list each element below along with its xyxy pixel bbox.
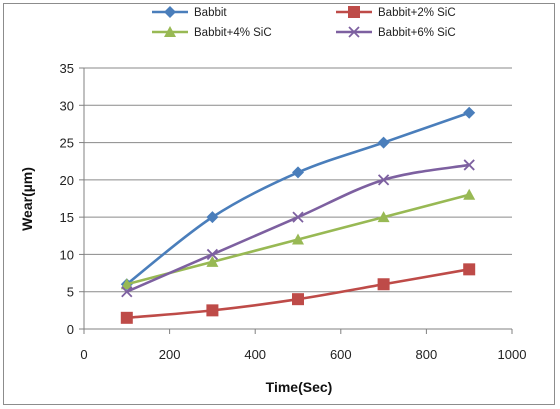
- data-point-babbit-6-sic-1: [206, 248, 219, 261]
- y-tick-label-6: 30: [60, 98, 74, 113]
- legend-marker-babbit: [164, 6, 176, 18]
- series-babbit: [120, 106, 476, 291]
- x-tick-label-3: 600: [330, 347, 352, 362]
- y-tick-label-3: 15: [60, 210, 74, 225]
- axes: [79, 67, 513, 334]
- legend-label-babbit-2-sic: Babbit+2% SiC: [378, 7, 456, 19]
- x-tick-label-5: 1000: [498, 347, 527, 362]
- legend-label-babbit: Babbit: [194, 7, 227, 19]
- legend-label-babbit-6-sic: Babbit+6% SiC: [378, 27, 456, 39]
- data-point-babbit-6-sic-4: [463, 159, 475, 171]
- y-tick-label-5: 25: [60, 136, 74, 151]
- y-axis-title: Wear(µm): [19, 167, 35, 231]
- x-tick-label-2: 400: [244, 347, 266, 362]
- data-point-babbit-4-sic-1: [206, 255, 219, 267]
- data-point-babbit-2: [292, 166, 304, 179]
- series-line-babbit-6-sic: [126, 163, 470, 293]
- y-tick-label-4: 20: [60, 173, 74, 188]
- y-tick-label-1: 5: [67, 285, 74, 300]
- legend: Babbit Babbit+2% SiC Babbit+4% SiC Babbit+6…: [152, 6, 456, 39]
- y-tick-label-7: 35: [60, 61, 74, 76]
- data-point-babbit-4-sic-0: [120, 278, 133, 290]
- y-tick-label-2: 10: [60, 247, 74, 262]
- data-point-babbit-4: [463, 106, 476, 119]
- legend-marker-babbit-6-sic: [348, 26, 360, 38]
- x-tick-label-4: 800: [416, 347, 438, 362]
- data-point-babbit-2-sic-2: [292, 293, 304, 306]
- legend-label-babbit-4-sic: Babbit+4% SiC: [194, 27, 272, 39]
- series-babbit-2-sic: [120, 263, 476, 324]
- data-point-babbit-3: [377, 136, 390, 149]
- x-axis-title: Time(Sec): [266, 379, 333, 395]
- data-point-babbit-2-sic-1: [206, 304, 219, 317]
- series-babbit-6-sic: [121, 159, 475, 298]
- chart-area: [3, 3, 555, 405]
- x-tick-label-0: 0: [80, 347, 87, 362]
- legend-marker-babbit-4-sic: [164, 26, 176, 37]
- data-point-babbit-6-sic-3: [377, 174, 390, 186]
- data-point-babbit-6-sic-2: [292, 211, 304, 223]
- legend-item-babbit: Babbit: [152, 6, 227, 19]
- x-tick-labels: 0 200 400 600 800 1000: [80, 347, 526, 362]
- data-point-babbit-4-sic-4: [463, 188, 476, 200]
- data-point-babbit-4-sic-3: [377, 211, 390, 223]
- data-point-babbit-2-sic-0: [120, 311, 133, 324]
- legend-item-babbit-4-sic: Babbit+4% SiC: [152, 26, 272, 39]
- series-line-babbit: [125, 111, 470, 286]
- y-tick-label-0: 0: [67, 322, 74, 337]
- series-babbit-4-sic: [120, 188, 476, 290]
- series: [120, 106, 476, 324]
- legend-item-babbit-2-sic: Babbit+2% SiC: [336, 6, 456, 19]
- x-tick-label-1: 200: [159, 347, 181, 362]
- gridlines: [84, 67, 512, 293]
- y-tick-labels: 0 5 10 15 20 25 30 35: [60, 61, 74, 337]
- data-point-babbit-2-sic-3: [377, 278, 390, 291]
- legend-item-babbit-6-sic: Babbit+6% SiC: [336, 26, 456, 39]
- legend-marker-babbit-2-sic: [348, 6, 360, 18]
- data-point-babbit-1: [206, 211, 219, 224]
- data-point-babbit-6-sic-0: [121, 286, 133, 298]
- data-point-babbit-4-sic-2: [292, 233, 304, 245]
- data-point-babbit-2-sic-4: [463, 263, 476, 276]
